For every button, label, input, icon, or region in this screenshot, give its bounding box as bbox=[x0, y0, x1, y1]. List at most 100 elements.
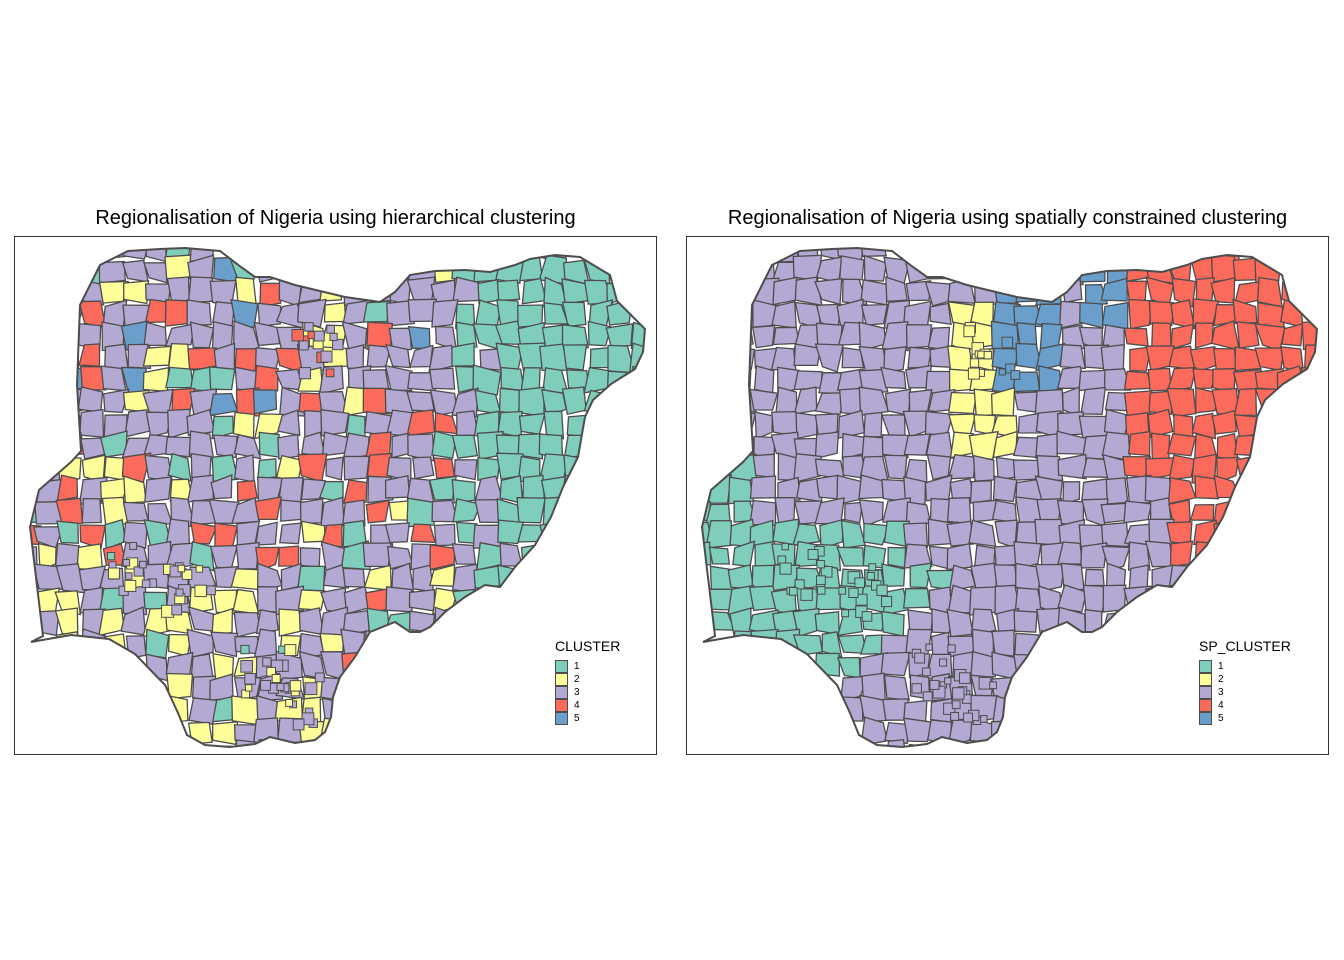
lga-region bbox=[143, 321, 168, 347]
lga-region bbox=[583, 279, 614, 305]
lga-region bbox=[254, 258, 283, 283]
lga-region bbox=[807, 549, 819, 560]
lga-region bbox=[236, 480, 258, 502]
lga-region bbox=[385, 343, 411, 369]
lga-region bbox=[342, 567, 366, 588]
lga-region bbox=[749, 388, 779, 411]
lga-region bbox=[314, 672, 325, 683]
lga-region bbox=[930, 631, 950, 658]
lga-region bbox=[1166, 366, 1197, 393]
lga-region bbox=[385, 586, 413, 613]
lga-region bbox=[967, 367, 980, 380]
lga-region bbox=[412, 564, 435, 593]
lga-region bbox=[983, 350, 993, 360]
lga-region bbox=[883, 674, 911, 701]
lga-region bbox=[81, 497, 102, 524]
lga-region bbox=[320, 408, 350, 437]
legend-swatch bbox=[1199, 660, 1212, 673]
lga-region bbox=[254, 496, 283, 521]
lga-region bbox=[973, 280, 999, 305]
lga-region bbox=[752, 453, 775, 479]
lga-region bbox=[816, 575, 826, 586]
lga-region bbox=[474, 498, 501, 524]
lga-region bbox=[431, 299, 459, 328]
lga-region bbox=[58, 277, 79, 308]
lga-region bbox=[1169, 540, 1194, 568]
lga-region bbox=[277, 409, 301, 437]
lga-region bbox=[76, 543, 104, 571]
lga-region bbox=[631, 365, 645, 396]
lga-region bbox=[366, 452, 393, 483]
map-title-hierarchical: Regionalisation of Nigeria using hierarc… bbox=[95, 207, 576, 229]
lga-region bbox=[1100, 343, 1125, 371]
lga-region bbox=[517, 433, 544, 460]
lga-region bbox=[969, 480, 992, 504]
lga-region bbox=[322, 564, 350, 589]
lga-region bbox=[1235, 477, 1261, 506]
lga-region bbox=[868, 563, 877, 572]
lga-region bbox=[209, 544, 239, 570]
lga-region bbox=[1192, 368, 1218, 390]
lga-region bbox=[543, 410, 565, 440]
lga-region bbox=[78, 343, 101, 367]
lga-region bbox=[517, 524, 544, 543]
lga-region bbox=[108, 567, 120, 580]
lga-region bbox=[796, 248, 819, 258]
lga-region bbox=[326, 325, 335, 334]
legend-label: 5 bbox=[1218, 713, 1224, 724]
lga-region bbox=[708, 546, 731, 565]
lga-region bbox=[187, 721, 213, 745]
legend-label: 4 bbox=[1218, 700, 1224, 711]
lga-region bbox=[794, 579, 805, 590]
lga-region bbox=[190, 521, 218, 545]
lga-region bbox=[876, 584, 888, 596]
lga-region bbox=[165, 366, 194, 389]
lga-region bbox=[341, 499, 366, 527]
lga-region bbox=[887, 546, 907, 569]
lga-region bbox=[789, 587, 798, 596]
lga-region bbox=[104, 518, 127, 550]
lga-region bbox=[214, 522, 238, 548]
lga-region bbox=[814, 343, 844, 373]
lga-region bbox=[1144, 540, 1175, 568]
lga-region bbox=[187, 606, 217, 633]
map-panel-hierarchical: CLUSTER 1 2 3 4 5 bbox=[14, 236, 657, 755]
lga-region bbox=[905, 324, 933, 349]
lga-region bbox=[952, 687, 965, 700]
lga-region bbox=[1039, 629, 1060, 655]
lga-region bbox=[903, 543, 933, 569]
legend-swatch bbox=[1199, 712, 1212, 725]
lga-region bbox=[992, 475, 1018, 503]
lga-region bbox=[291, 329, 304, 342]
lga-region bbox=[259, 282, 284, 308]
lga-region bbox=[881, 434, 910, 459]
lga-region bbox=[605, 323, 634, 348]
lga-region bbox=[1123, 390, 1153, 418]
lga-region bbox=[240, 660, 254, 673]
lga-region bbox=[1100, 521, 1130, 548]
lga-region bbox=[1034, 388, 1064, 417]
lga-region bbox=[231, 695, 261, 726]
legend-sp-cluster: SP_CLUSTER 1 2 3 4 5 bbox=[1199, 638, 1291, 725]
lga-region bbox=[969, 358, 980, 368]
lga-region bbox=[451, 543, 477, 565]
lga-region bbox=[297, 298, 327, 328]
legend-swatch bbox=[1199, 686, 1212, 699]
lga-region bbox=[751, 324, 776, 349]
map-panel-spatially-constrained: SP_CLUSTER 1 2 3 4 5 bbox=[686, 236, 1329, 755]
lga-region bbox=[907, 346, 933, 369]
lga-region bbox=[816, 586, 826, 595]
lga-region bbox=[924, 743, 953, 747]
lga-region bbox=[994, 544, 1018, 567]
lga-region bbox=[253, 321, 281, 347]
lga-region bbox=[257, 458, 277, 480]
lga-region bbox=[944, 677, 952, 685]
lga-region bbox=[1034, 563, 1066, 592]
lga-region bbox=[702, 541, 712, 568]
lga-region bbox=[793, 386, 818, 415]
lga-regions bbox=[30, 248, 645, 747]
lga-region bbox=[1236, 321, 1260, 349]
lga-region bbox=[384, 522, 410, 544]
legend-item-3: 3 bbox=[1199, 686, 1291, 699]
lga-region bbox=[54, 366, 85, 390]
